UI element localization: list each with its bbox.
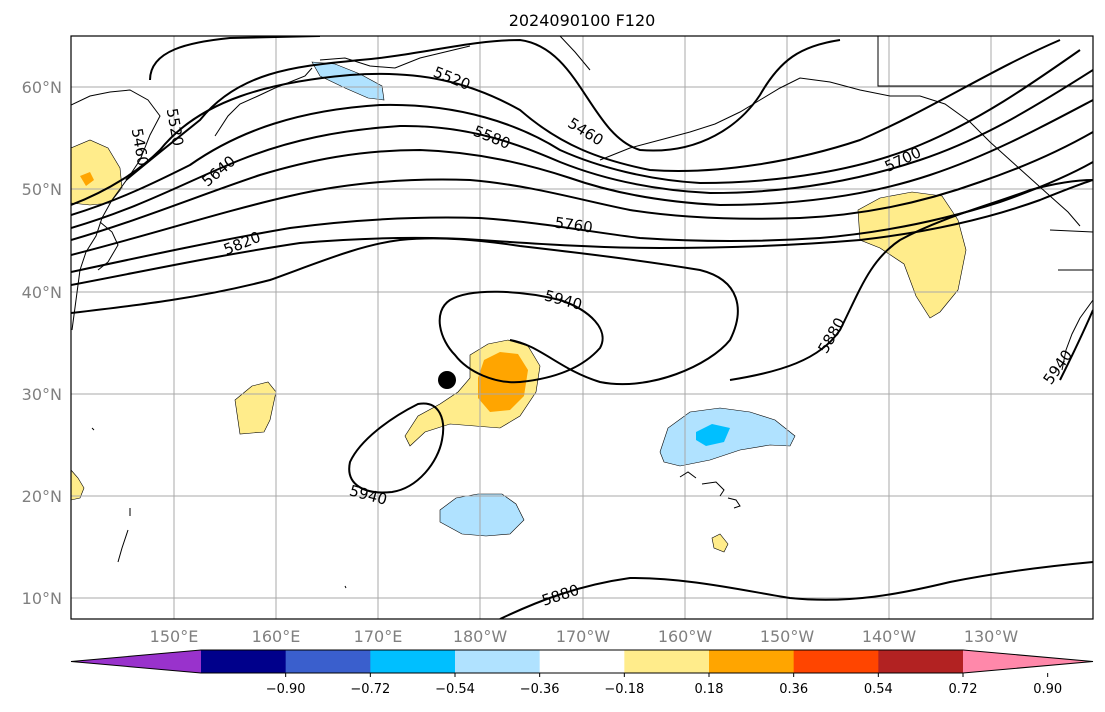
- positive-anomaly-region: [857, 191, 967, 319]
- contour-label: 5880: [814, 314, 849, 356]
- positive-anomaly-region: [711, 533, 729, 553]
- colorbar-swatch: [539, 650, 625, 673]
- lon-label: 170°E: [354, 627, 403, 646]
- latitude-labels: 10°N 20°N 30°N 40°N 50°N 60°N: [22, 78, 62, 608]
- contour-label: 5940: [348, 482, 390, 509]
- negative-anomaly-core: [696, 424, 730, 446]
- colorbar-label: −0.54: [435, 682, 475, 697]
- negative-anomaly-region: [311, 61, 385, 101]
- contour-label: 5820: [221, 228, 263, 259]
- colorbar-swatch: [285, 650, 371, 673]
- colorbar-outline: [70, 649, 1094, 674]
- colorbar-label: 0.72: [949, 682, 978, 697]
- longitude-labels: 150°E 160°E 170°E 180°W 170°W 160°W 150°…: [150, 627, 1019, 646]
- colorbar-swatch: [370, 650, 456, 673]
- lat-label: 20°N: [22, 487, 62, 506]
- colorbar-swatch: [624, 650, 710, 673]
- colorbar-swatch: [709, 650, 795, 673]
- colorbar-label: 0.90: [1033, 682, 1062, 697]
- colorbar-label: 0.18: [695, 682, 724, 697]
- colorbar: −0.90 −0.72 −0.54 −0.36 −0.18 0.18 0.36 0.54 0.7…: [70, 649, 1094, 697]
- lon-label: 150°E: [150, 627, 199, 646]
- colorbar-label: 0.36: [779, 682, 808, 697]
- lat-label: 60°N: [22, 78, 62, 97]
- height-contours: [71, 36, 1093, 619]
- negative-anomaly-region: [659, 407, 796, 467]
- coastlines: [71, 36, 1093, 589]
- positive-anomaly-region: [71, 469, 85, 501]
- colorbar-label: −0.72: [350, 682, 390, 697]
- contour-label: 5700: [882, 143, 924, 175]
- lat-label: 50°N: [22, 180, 62, 199]
- positive-anomaly-region: [234, 381, 277, 435]
- colorbar-label: 0.54: [864, 682, 893, 697]
- positive-anomaly-region: [71, 139, 123, 206]
- lon-label: 180°W: [453, 627, 508, 646]
- lon-label: 160°W: [658, 627, 713, 646]
- colorbar-swatch: [793, 650, 879, 673]
- lat-label: 10°N: [22, 589, 62, 608]
- colorbar-label: −0.90: [266, 682, 306, 697]
- lon-label: 160°E: [252, 627, 301, 646]
- contour-label: 5460: [128, 127, 152, 168]
- colorbar-extend-low: [71, 650, 201, 673]
- contour-label: 5880: [540, 581, 582, 610]
- map-frame: [70, 35, 1094, 620]
- contour-label: 5520: [431, 63, 473, 94]
- lon-label: 170°W: [556, 627, 611, 646]
- negative-anomaly-region: [439, 493, 525, 537]
- colorbar-swatch: [878, 650, 964, 673]
- lon-label: 150°W: [760, 627, 815, 646]
- lon-label: 130°W: [964, 627, 1019, 646]
- colorbar-label: −0.18: [604, 682, 644, 697]
- contour-label: 5580: [471, 122, 513, 153]
- map-title: 2024090100 F120: [509, 11, 656, 30]
- colorbar-extend-high: [963, 650, 1093, 673]
- colorbar-swatch: [455, 650, 541, 673]
- contour-label: 5760: [554, 213, 594, 236]
- lat-label: 30°N: [22, 385, 62, 404]
- lat-label: 40°N: [22, 283, 62, 302]
- positive-anomaly-core: [80, 172, 94, 186]
- storm-position-marker: [438, 371, 456, 389]
- colorbar-swatch: [201, 650, 287, 673]
- contour-label: 5940: [1040, 346, 1077, 388]
- lon-label: 140°W: [862, 627, 917, 646]
- anomaly-shading: [71, 61, 967, 553]
- contour-label: 5940: [543, 287, 585, 314]
- colorbar-label: −0.36: [520, 682, 560, 697]
